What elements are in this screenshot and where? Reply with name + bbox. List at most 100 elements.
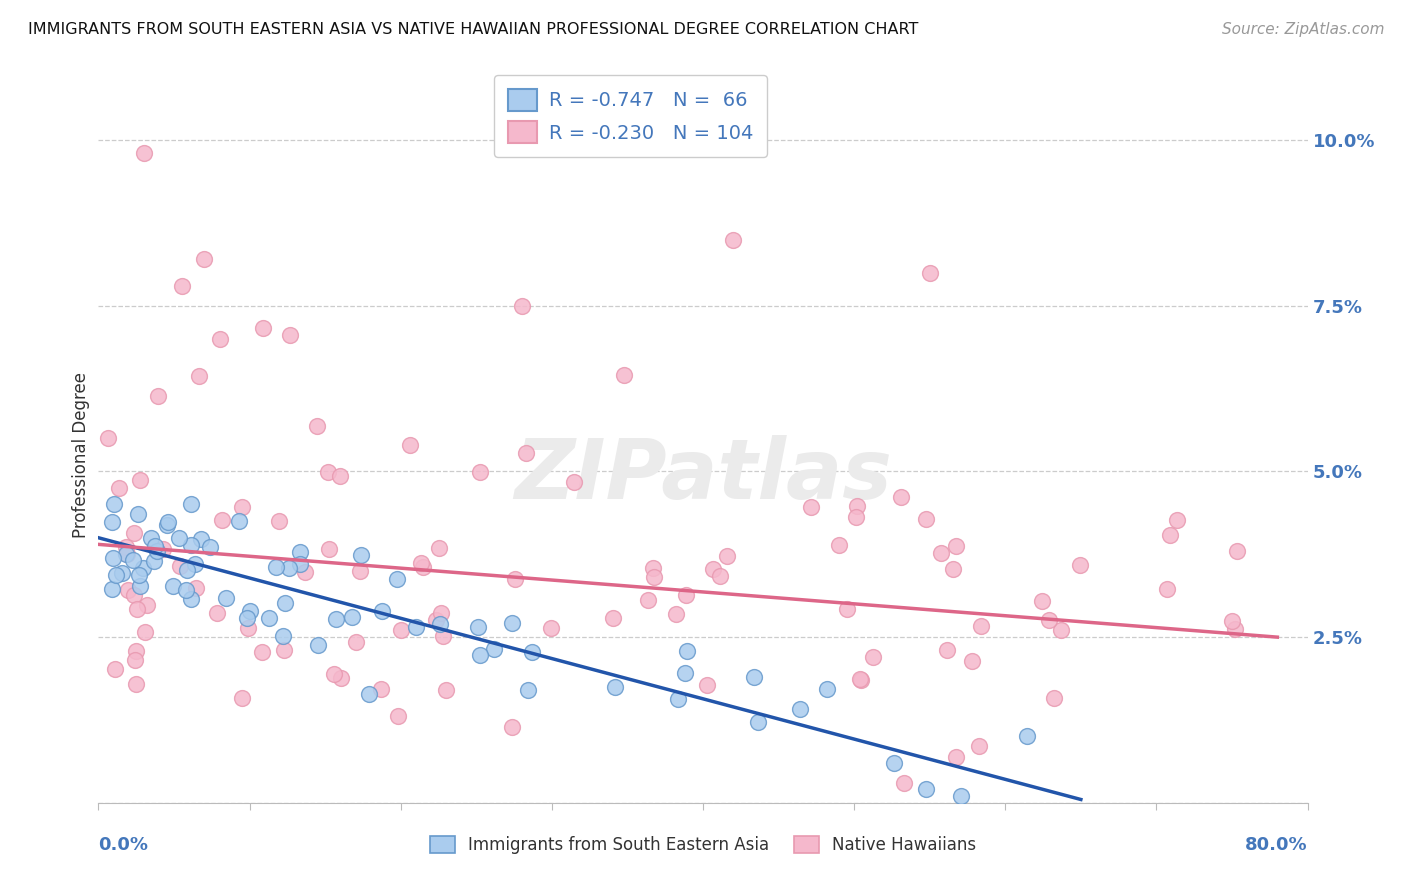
Point (432, 629, 454, 643)
Point (117, 583, 139, 598)
Point (180, 538, 202, 552)
Point (350, 548, 373, 562)
Point (389, 623, 412, 637)
Point (103, 551, 125, 566)
Point (148, 389, 170, 403)
Point (124, 677, 146, 691)
Point (800, 500, 823, 514)
Text: ZIPatlas: ZIPatlas (515, 435, 891, 516)
Point (186, 581, 208, 595)
Point (665, 607, 688, 621)
Point (967, 739, 990, 753)
Point (357, 687, 380, 701)
Point (893, 776, 915, 790)
Point (723, 233, 745, 247)
Point (503, 572, 526, 586)
Point (409, 556, 432, 570)
Point (515, 446, 537, 460)
Point (427, 541, 450, 555)
Point (127, 507, 149, 521)
Point (152, 542, 174, 557)
Point (1043, 690, 1066, 705)
Legend: Immigrants from South Eastern Asia, Native Hawaiians: Immigrants from South Eastern Asia, Nati… (423, 829, 983, 861)
Point (308, 638, 330, 652)
Point (128, 580, 150, 594)
Point (484, 642, 506, 657)
Point (696, 678, 718, 692)
Point (709, 569, 731, 583)
Point (747, 715, 769, 730)
Point (143, 539, 166, 553)
Point (215, 591, 238, 605)
Point (412, 560, 434, 574)
Point (305, 418, 328, 433)
Point (1038, 613, 1060, 627)
Point (267, 514, 290, 528)
Point (1220, 615, 1243, 629)
Point (468, 648, 491, 662)
Point (238, 621, 260, 635)
Point (562, 475, 585, 490)
Point (835, 602, 858, 616)
Point (890, 490, 912, 504)
Point (950, 789, 973, 804)
Point (862, 649, 884, 664)
Point (180, 591, 202, 606)
Point (942, 562, 965, 576)
Point (467, 620, 489, 634)
Point (540, 621, 562, 635)
Point (666, 691, 689, 706)
Point (716, 549, 738, 564)
Point (330, 671, 353, 685)
Point (510, 299, 533, 313)
Point (167, 531, 190, 545)
Point (849, 673, 872, 687)
Point (323, 667, 346, 681)
Point (211, 512, 233, 526)
Text: Source: ZipAtlas.com: Source: ZipAtlas.com (1222, 22, 1385, 37)
Point (174, 583, 197, 598)
Point (742, 670, 765, 684)
Point (162, 579, 184, 593)
Point (104, 661, 127, 675)
Point (501, 721, 523, 735)
Point (250, 645, 273, 659)
Point (1015, 729, 1038, 743)
Point (945, 749, 967, 764)
Point (134, 625, 156, 640)
Point (273, 642, 295, 657)
Point (141, 531, 163, 545)
Point (278, 561, 301, 575)
Point (228, 514, 250, 528)
Point (239, 604, 262, 618)
Point (252, 321, 274, 335)
Point (641, 561, 664, 575)
Point (115, 547, 138, 561)
Point (815, 682, 838, 697)
Point (142, 554, 165, 568)
Point (517, 683, 540, 698)
Point (103, 497, 125, 511)
Point (602, 611, 624, 625)
Point (1031, 594, 1053, 608)
Point (294, 565, 316, 579)
Point (883, 756, 905, 770)
Point (198, 541, 221, 555)
Point (101, 582, 124, 596)
Point (169, 559, 191, 574)
Point (208, 332, 231, 346)
Point (97, 431, 120, 445)
Point (231, 690, 253, 705)
Point (914, 781, 936, 796)
Point (187, 369, 209, 384)
Point (288, 558, 311, 572)
Point (128, 567, 150, 582)
Point (236, 611, 259, 625)
Point (425, 613, 447, 627)
Point (675, 588, 697, 602)
Point (918, 266, 941, 280)
Point (127, 602, 149, 616)
Point (128, 473, 150, 487)
Point (156, 515, 179, 529)
Point (340, 610, 363, 624)
